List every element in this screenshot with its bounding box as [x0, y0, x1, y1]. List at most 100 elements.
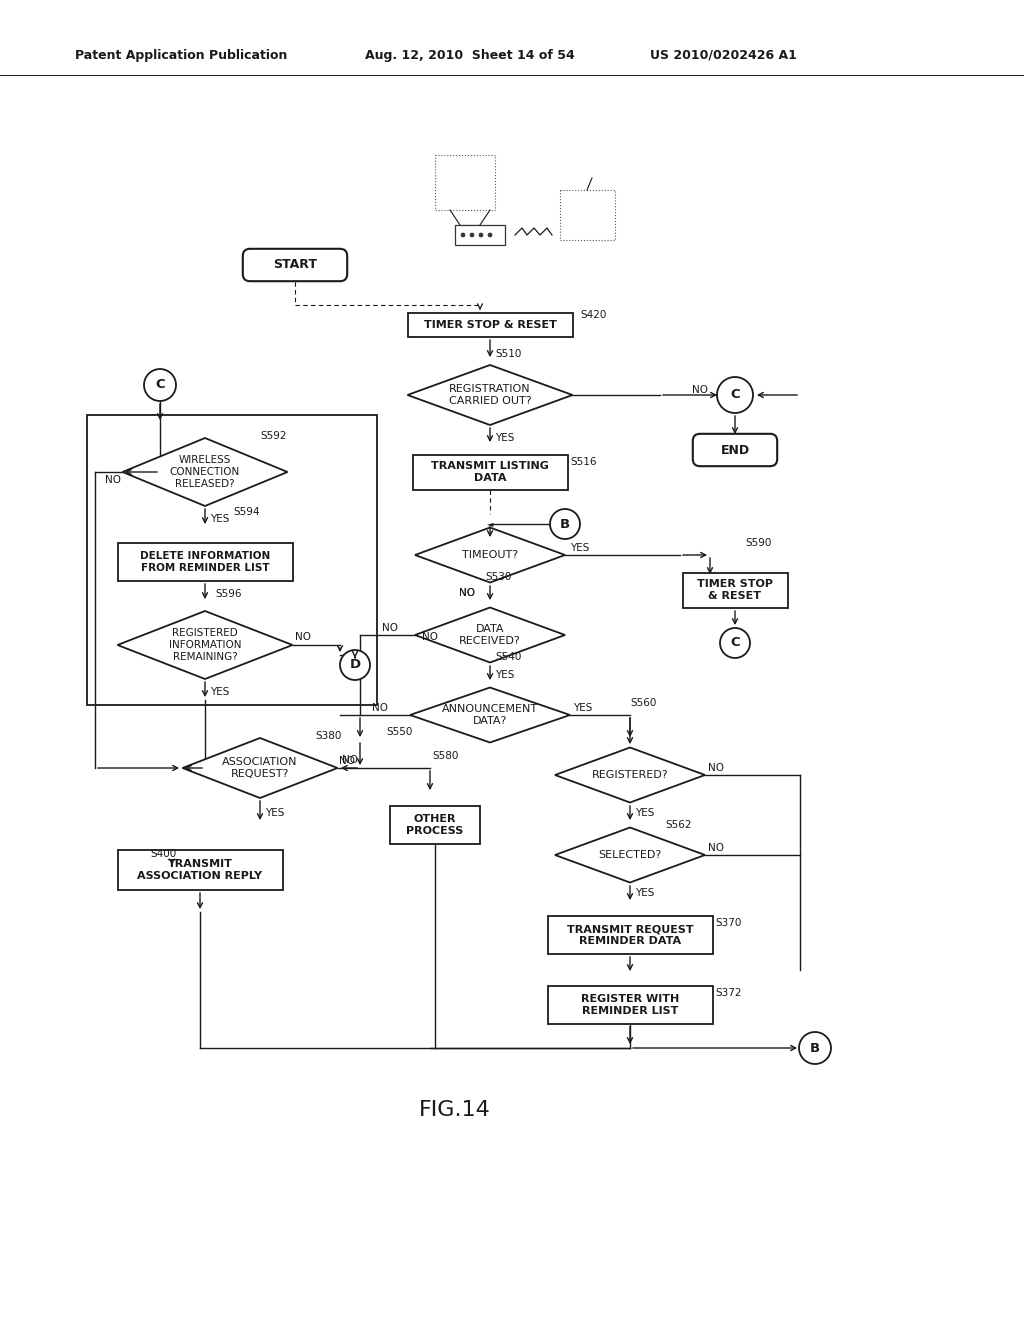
Text: NO: NO: [382, 623, 398, 634]
Text: S516: S516: [570, 457, 597, 467]
Bar: [118, 850, 283, 890]
Text: S372: S372: [715, 987, 741, 998]
Text: YES: YES: [635, 888, 654, 898]
Text: C: C: [156, 379, 165, 392]
Text: S596: S596: [215, 589, 242, 599]
Text: YES: YES: [210, 513, 229, 524]
Text: TRANSMIT
ASSOCIATION REPLY: TRANSMIT ASSOCIATION REPLY: [137, 859, 262, 880]
Text: SELECTED?: SELECTED?: [598, 850, 662, 861]
Text: NO: NO: [295, 632, 311, 642]
Text: S562: S562: [665, 820, 691, 830]
Text: NO: NO: [422, 632, 438, 642]
Text: REGISTERED?: REGISTERED?: [592, 770, 669, 780]
Text: S590: S590: [745, 539, 771, 548]
Circle shape: [720, 628, 750, 657]
Text: REGISTERED
INFORMATION
REMAINING?: REGISTERED INFORMATION REMAINING?: [169, 628, 242, 661]
Text: WIRELESS
CONNECTION
RELEASED?: WIRELESS CONNECTION RELEASED?: [170, 455, 240, 488]
Text: REGISTRATION
CARRIED OUT?: REGISTRATION CARRIED OUT?: [449, 384, 531, 405]
Text: YES: YES: [210, 686, 229, 697]
Polygon shape: [415, 528, 565, 582]
Text: S510: S510: [495, 348, 521, 359]
Text: TIMEOUT?: TIMEOUT?: [462, 550, 518, 560]
Circle shape: [550, 510, 580, 539]
Text: TIMER STOP
& RESET: TIMER STOP & RESET: [697, 579, 773, 601]
Text: REGISTER WITH
REMINDER LIST: REGISTER WITH REMINDER LIST: [581, 994, 679, 1016]
Text: S550: S550: [387, 727, 414, 737]
Text: NO: NO: [372, 704, 388, 713]
Circle shape: [799, 1032, 831, 1064]
Bar: [548, 916, 713, 954]
Bar: [560, 190, 615, 240]
Text: TRANSMIT REQUEST
REMINDER DATA: TRANSMIT REQUEST REMINDER DATA: [566, 924, 693, 946]
Text: C: C: [730, 636, 739, 649]
Text: ASSOCIATION
REQUEST?: ASSOCIATION REQUEST?: [222, 758, 298, 779]
Text: TIMER STOP & RESET: TIMER STOP & RESET: [424, 319, 556, 330]
Text: S540: S540: [495, 652, 521, 663]
Bar: [413, 454, 567, 490]
Bar: [683, 573, 787, 607]
Text: OTHER
PROCESS: OTHER PROCESS: [407, 814, 464, 836]
Circle shape: [461, 234, 465, 238]
Text: S594: S594: [233, 507, 259, 517]
Text: B: B: [810, 1041, 820, 1055]
Polygon shape: [182, 738, 338, 799]
Text: S530: S530: [485, 572, 511, 582]
Circle shape: [144, 370, 176, 401]
Polygon shape: [123, 438, 288, 506]
Circle shape: [340, 649, 370, 680]
Text: NO: NO: [339, 756, 355, 766]
Text: S592: S592: [260, 432, 287, 441]
Text: NO: NO: [708, 843, 724, 853]
Bar: [435, 154, 495, 210]
Circle shape: [479, 234, 483, 238]
Text: S380: S380: [315, 731, 341, 741]
Text: NO: NO: [708, 763, 724, 774]
Polygon shape: [415, 607, 565, 663]
Text: Patent Application Publication: Patent Application Publication: [75, 49, 288, 62]
Circle shape: [488, 234, 492, 238]
Text: YES: YES: [570, 543, 590, 553]
Text: S370: S370: [715, 917, 741, 928]
Bar: [455, 224, 505, 246]
Text: S400: S400: [150, 849, 176, 859]
Text: YES: YES: [495, 433, 514, 444]
Text: END: END: [721, 444, 750, 457]
Text: YES: YES: [635, 808, 654, 818]
Circle shape: [470, 234, 474, 238]
Text: YES: YES: [573, 704, 592, 713]
Text: ANNOUNCEMENT
DATA?: ANNOUNCEMENT DATA?: [442, 704, 538, 726]
Text: NO: NO: [459, 587, 475, 598]
Text: YES: YES: [495, 671, 514, 680]
Bar: [118, 543, 293, 581]
Text: TRANSMIT LISTING
DATA: TRANSMIT LISTING DATA: [431, 461, 549, 483]
Bar: [548, 986, 713, 1024]
Text: NO: NO: [692, 385, 708, 395]
Bar: [408, 313, 572, 337]
Text: DATA
RECEIVED?: DATA RECEIVED?: [459, 624, 521, 645]
Text: NO: NO: [105, 475, 121, 484]
Text: Aug. 12, 2010  Sheet 14 of 54: Aug. 12, 2010 Sheet 14 of 54: [365, 49, 574, 62]
Bar: [390, 807, 480, 843]
Polygon shape: [410, 688, 570, 742]
Text: ◄: ◄: [486, 520, 494, 528]
Text: B: B: [560, 517, 570, 531]
Text: D: D: [349, 659, 360, 672]
Text: S560: S560: [630, 698, 656, 708]
Polygon shape: [555, 828, 705, 883]
Text: YES: YES: [265, 808, 285, 818]
FancyBboxPatch shape: [693, 434, 777, 466]
Text: S420: S420: [580, 310, 606, 319]
Text: C: C: [730, 388, 739, 401]
FancyBboxPatch shape: [243, 248, 347, 281]
Text: US 2010/0202426 A1: US 2010/0202426 A1: [650, 49, 797, 62]
Text: S580: S580: [432, 751, 459, 762]
Text: START: START: [273, 259, 317, 272]
Text: NO: NO: [459, 587, 475, 598]
Polygon shape: [555, 747, 705, 803]
Text: NO: NO: [342, 755, 358, 766]
Bar: [87, 414, 377, 705]
Text: DELETE INFORMATION
FROM REMINDER LIST: DELETE INFORMATION FROM REMINDER LIST: [140, 552, 270, 573]
Polygon shape: [408, 366, 572, 425]
Text: FIG.14: FIG.14: [419, 1100, 490, 1119]
Circle shape: [717, 378, 753, 413]
